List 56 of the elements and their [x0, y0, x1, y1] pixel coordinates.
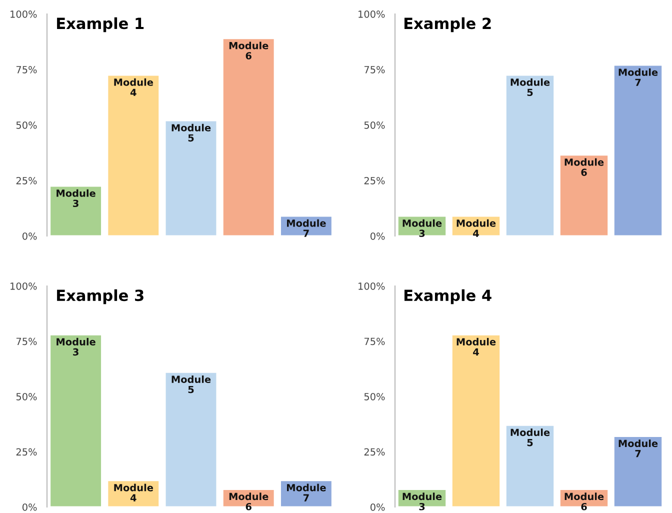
y-tick-label: 100% [358, 10, 385, 18]
chart-title: Example 1 [57, 17, 144, 32]
chart-title: Example 2 [404, 17, 491, 32]
y-tick-label: 100% [358, 282, 385, 290]
y-tick-label: 25% [16, 176, 37, 184]
category-label: Module 6 [229, 492, 268, 510]
y-tick-label: 0% [370, 503, 385, 511]
category-label: Module 6 [564, 492, 604, 510]
bar [164, 371, 218, 507]
y-tick-label: 100% [10, 282, 37, 290]
bar [559, 154, 609, 236]
y-tick-label: 50% [364, 392, 385, 400]
y-tick-label: 50% [364, 121, 385, 129]
bar [222, 38, 276, 236]
bar [505, 424, 555, 507]
bar [613, 64, 663, 236]
bar [613, 436, 663, 507]
category-label: Module 5 [510, 428, 550, 446]
y-tick-label: 75% [364, 66, 385, 74]
bar [451, 334, 501, 507]
y-tick-label: 100% [10, 10, 37, 18]
y-tick-label: 25% [364, 448, 385, 456]
y-tick-label: 50% [16, 121, 37, 129]
y-tick-label: 0% [370, 232, 385, 240]
category-label: Module 7 [287, 219, 326, 237]
category-label: Module 7 [618, 440, 658, 458]
bar [505, 74, 555, 236]
category-label: Module 3 [56, 338, 96, 356]
category-label: Module 5 [510, 78, 550, 96]
y-tick-label: 0% [22, 232, 37, 240]
category-label: Module 5 [172, 376, 211, 394]
y-tick-label: 75% [16, 66, 37, 74]
category-label: Module 4 [456, 219, 496, 237]
bar [49, 334, 102, 507]
bar [49, 185, 102, 236]
category-label: Module 7 [287, 484, 326, 502]
category-label: Module 6 [564, 158, 604, 176]
y-tick-label: 25% [16, 448, 37, 456]
category-label: Module 4 [456, 338, 496, 356]
y-tick-label: 50% [16, 392, 37, 400]
category-label: Module 4 [114, 78, 154, 96]
category-label: Module 3 [402, 219, 442, 238]
bar [106, 74, 160, 236]
y-tick-label: 75% [364, 338, 385, 346]
chart-title: Example 3 [57, 289, 144, 304]
bar [164, 120, 218, 236]
category-label: Module 3 [56, 189, 96, 208]
category-label: Module 3 [402, 492, 442, 510]
category-label: Module 6 [229, 42, 268, 60]
chart-title: Example 4 [404, 289, 492, 304]
y-tick-label: 75% [16, 338, 37, 346]
y-tick-label: 25% [364, 176, 385, 184]
category-label: Module 4 [114, 484, 154, 502]
category-label: Module 7 [618, 68, 658, 86]
category-label: Module 5 [172, 124, 211, 142]
y-tick-label: 0% [22, 503, 37, 511]
